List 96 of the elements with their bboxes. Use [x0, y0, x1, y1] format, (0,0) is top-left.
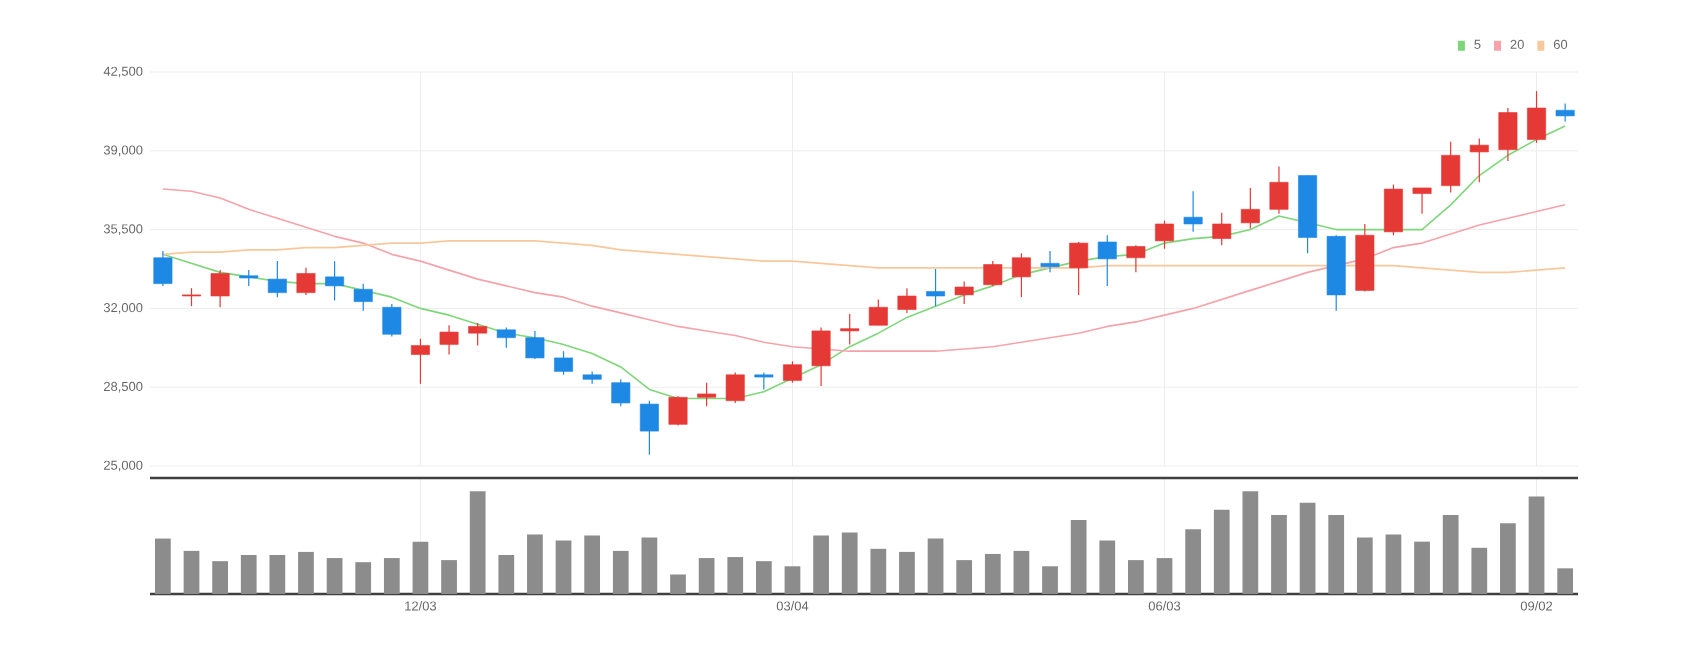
- candlestick: [811, 326, 831, 387]
- bar: [1414, 541, 1430, 594]
- bar: [1156, 558, 1173, 594]
- bar: [870, 548, 887, 594]
- bar: [784, 566, 801, 594]
- bar: [698, 558, 715, 594]
- bar: [1557, 568, 1574, 594]
- bar: [527, 534, 543, 594]
- candlestick: [267, 260, 287, 298]
- candlestick: [1040, 250, 1060, 273]
- candlestick: [897, 287, 917, 314]
- bar: [1042, 566, 1058, 594]
- candlestick: [296, 267, 316, 296]
- candlestick: [210, 269, 230, 308]
- candlestick: [868, 298, 888, 326]
- bar: [641, 537, 658, 594]
- candlestick: [1011, 252, 1031, 298]
- bar: [1500, 523, 1516, 594]
- candlestick: [525, 330, 545, 360]
- bar: [956, 560, 973, 594]
- bar: [412, 541, 429, 594]
- candlestick: [1097, 234, 1117, 287]
- candlestick: [1155, 219, 1174, 250]
- bar: [927, 538, 944, 594]
- bar: [841, 532, 858, 594]
- candlestick: [468, 322, 488, 347]
- bar: [555, 540, 572, 594]
- candlestick: [1412, 187, 1432, 215]
- candlestick: [725, 371, 745, 404]
- candlestick: [1126, 244, 1146, 273]
- candlestick: [382, 303, 402, 338]
- bar: [1471, 547, 1488, 594]
- candlestick: [954, 280, 974, 305]
- bar: [183, 550, 200, 594]
- bar: [155, 538, 171, 594]
- bar: [1013, 550, 1030, 594]
- bar: [899, 551, 915, 594]
- candlestick: [926, 268, 946, 307]
- bar: [298, 551, 314, 594]
- candlestick: [611, 378, 631, 407]
- bar: [441, 560, 457, 594]
- candlestick: [697, 382, 717, 407]
- candlestick: [1555, 102, 1575, 123]
- bar: [1213, 509, 1230, 594]
- candlestick: [983, 260, 1003, 287]
- bar: [1128, 560, 1144, 594]
- bar: [326, 558, 343, 594]
- candlestick: [1527, 90, 1546, 144]
- candlestick: [754, 371, 774, 391]
- candlestick: [1269, 165, 1289, 215]
- candlestick: [1469, 137, 1489, 183]
- bar: [755, 561, 772, 594]
- candlestick: [1240, 187, 1260, 230]
- candlestick: [353, 283, 373, 312]
- candlestick: [496, 326, 516, 349]
- candlestick: [1441, 141, 1461, 194]
- bar: [212, 561, 228, 594]
- candlestick: [439, 324, 459, 356]
- candlestick: [554, 350, 573, 376]
- candlestick: [182, 287, 201, 307]
- candlestick: [153, 250, 173, 287]
- bar: [469, 491, 486, 594]
- bar: [584, 535, 601, 594]
- bar: [355, 562, 372, 594]
- bar: [1385, 534, 1402, 594]
- bar: [383, 558, 400, 594]
- bar: [670, 574, 686, 594]
- bar: [1328, 514, 1345, 594]
- candlestick: [668, 395, 688, 427]
- bar: [612, 550, 629, 594]
- bar: [1356, 537, 1373, 594]
- candlestick: [325, 260, 345, 302]
- bar: [1299, 502, 1316, 594]
- bar: [984, 553, 1001, 594]
- candlestick: [1183, 190, 1203, 233]
- bar: [1242, 491, 1259, 594]
- candlestick: [639, 400, 659, 456]
- bar: [269, 554, 286, 594]
- candlestick: [783, 360, 802, 384]
- bar: [1099, 540, 1116, 594]
- candlestick: [840, 313, 860, 346]
- candlestick: [1383, 183, 1403, 236]
- bar: [813, 535, 829, 594]
- bar: [1070, 520, 1087, 594]
- bar: [1271, 514, 1287, 594]
- bar: [498, 554, 515, 594]
- bar: [1442, 514, 1459, 594]
- bar: [1185, 529, 1201, 594]
- bar: [727, 557, 744, 594]
- candlestick: [410, 338, 430, 385]
- candlestick: [1069, 241, 1089, 296]
- candlestick: [582, 370, 602, 385]
- bar: [1528, 496, 1545, 594]
- bar: [240, 554, 257, 594]
- candlestick: [1498, 107, 1518, 162]
- candlestick: [1212, 212, 1232, 246]
